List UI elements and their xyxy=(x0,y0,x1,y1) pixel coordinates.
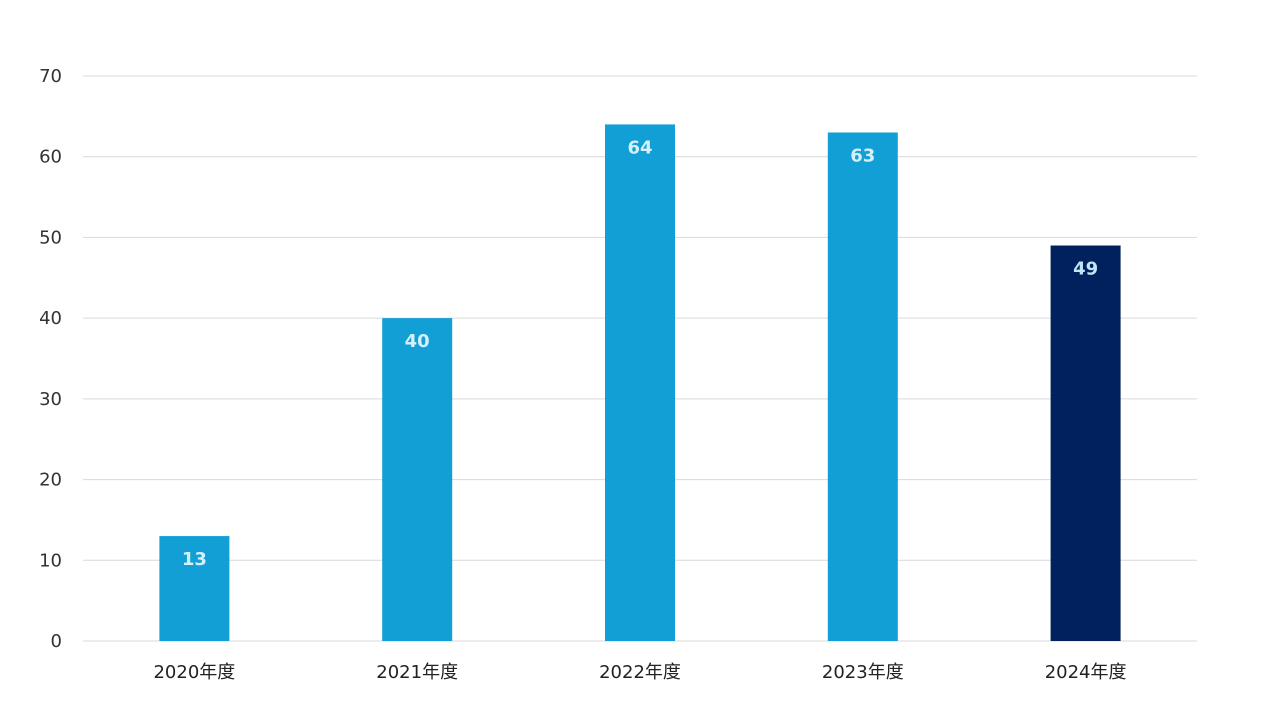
data-label: 40 xyxy=(405,331,430,352)
bars xyxy=(159,124,1121,641)
bar-2023年度 xyxy=(827,132,898,641)
data-label: 13 xyxy=(182,549,207,570)
x-category-label: 2024年度 xyxy=(1045,662,1127,683)
data-label: 49 xyxy=(1073,259,1098,280)
bar-2021年度 xyxy=(382,318,453,641)
x-category-label: 2020年度 xyxy=(153,662,235,683)
y-tick-label: 70 xyxy=(39,66,62,87)
x-axis-categories: 2020年度 2021年度 2022年度 2023年度 2024年度 xyxy=(153,662,1126,683)
data-labels: 13 40 64 63 49 xyxy=(182,137,1098,570)
bar-2020年度 xyxy=(159,536,230,641)
bar-2022年度 xyxy=(605,124,675,641)
y-tick-label: 40 xyxy=(39,308,62,329)
y-tick-label: 60 xyxy=(39,147,62,168)
y-axis-ticks: 0 10 20 30 40 50 60 70 xyxy=(39,66,62,652)
y-tick-label: 20 xyxy=(39,470,62,491)
y-tick-label: 50 xyxy=(39,227,62,248)
bar-2024年度 xyxy=(1050,245,1121,641)
y-tick-label: 0 xyxy=(51,631,62,652)
x-category-label: 2021年度 xyxy=(376,662,458,683)
x-category-label: 2023年度 xyxy=(822,662,904,683)
x-category-label: 2022年度 xyxy=(599,662,681,683)
data-label: 64 xyxy=(627,137,652,158)
data-label: 63 xyxy=(850,146,875,167)
y-tick-label: 30 xyxy=(39,389,62,410)
y-tick-label: 10 xyxy=(39,550,62,571)
